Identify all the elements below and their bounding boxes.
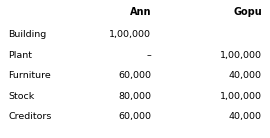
Text: Ann: Ann — [130, 7, 151, 17]
Text: 80,000: 80,000 — [118, 92, 151, 101]
Text: Furniture: Furniture — [8, 71, 51, 80]
Text: Creditors: Creditors — [8, 112, 52, 121]
Text: Plant: Plant — [8, 51, 32, 60]
Text: 1,00,000: 1,00,000 — [109, 30, 151, 39]
Text: 40,000: 40,000 — [229, 112, 262, 121]
Text: Gopu: Gopu — [233, 7, 262, 17]
Text: 40,000: 40,000 — [229, 71, 262, 80]
Text: Stock: Stock — [8, 92, 34, 101]
Text: 60,000: 60,000 — [118, 71, 151, 80]
Text: 1,00,000: 1,00,000 — [220, 92, 262, 101]
Text: Building: Building — [8, 30, 46, 39]
Text: –: – — [146, 51, 151, 60]
Text: 60,000: 60,000 — [118, 112, 151, 121]
Text: 1,00,000: 1,00,000 — [220, 51, 262, 60]
